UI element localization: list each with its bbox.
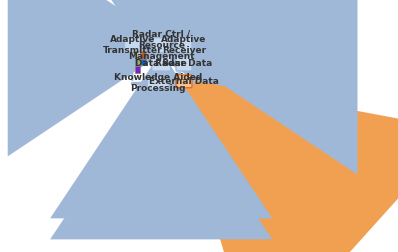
Bar bbox=[141, 51, 146, 58]
FancyBboxPatch shape bbox=[176, 56, 192, 71]
Text: Radar Ctrl /
Resource
Management: Radar Ctrl / Resource Management bbox=[128, 30, 195, 61]
Text: Adaptive
Transmitter: Adaptive Transmitter bbox=[103, 35, 162, 55]
Text: External Data: External Data bbox=[149, 77, 219, 86]
FancyBboxPatch shape bbox=[147, 76, 169, 89]
FancyBboxPatch shape bbox=[152, 38, 171, 53]
Bar bbox=[141, 58, 146, 65]
Bar bbox=[135, 66, 140, 73]
Text: Radar Data: Radar Data bbox=[155, 59, 213, 68]
Text: Data Base: Data Base bbox=[135, 59, 187, 68]
Text: Knowledge Aided
Processing: Knowledge Aided Processing bbox=[114, 73, 202, 93]
Bar bbox=[135, 58, 140, 65]
FancyBboxPatch shape bbox=[176, 38, 192, 53]
FancyBboxPatch shape bbox=[125, 38, 140, 53]
FancyBboxPatch shape bbox=[176, 75, 192, 88]
Bar bbox=[135, 51, 140, 58]
FancyBboxPatch shape bbox=[152, 56, 171, 71]
Text: Adaptive
Receiver: Adaptive Receiver bbox=[161, 35, 207, 55]
